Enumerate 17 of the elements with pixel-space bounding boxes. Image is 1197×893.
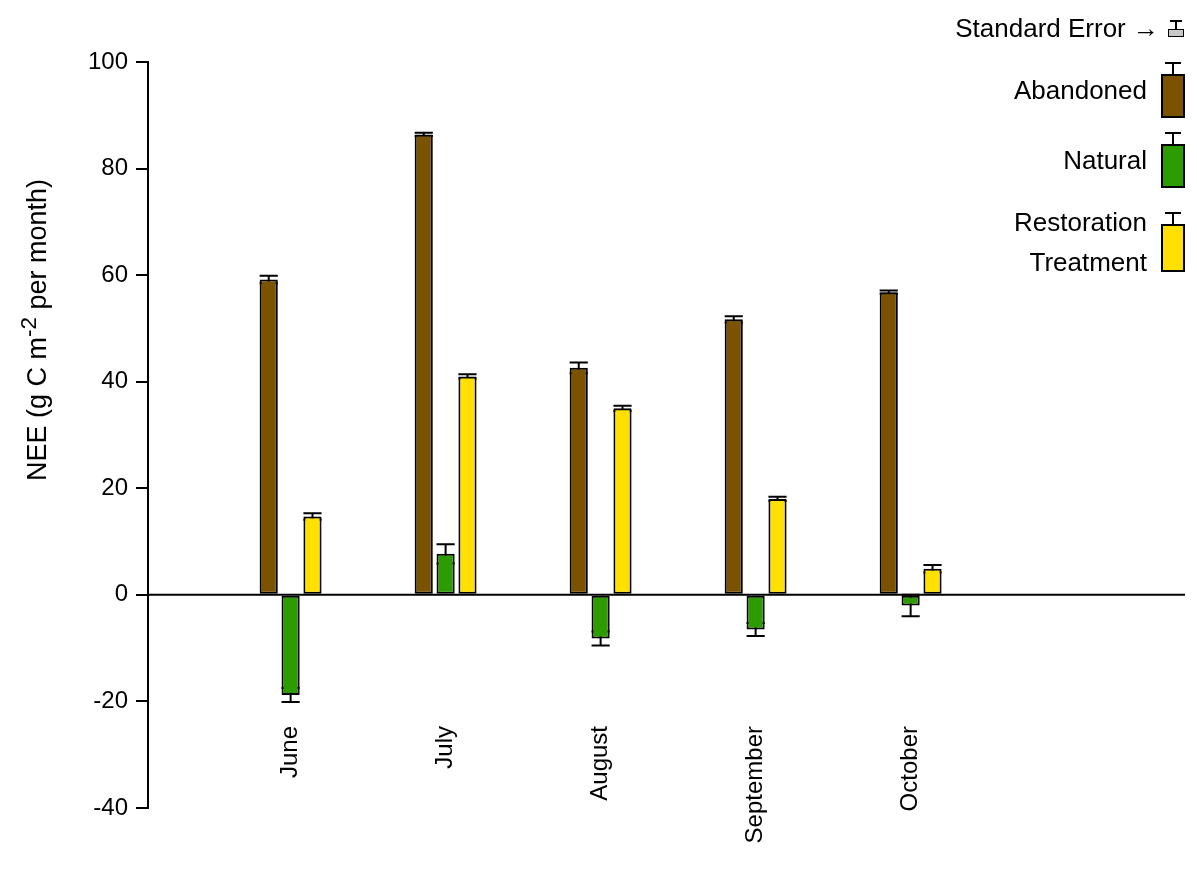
text: Standard Error →	[955, 12, 1159, 45]
y-tick-label: 0	[114, 579, 128, 607]
legend-label: Abandoned	[1013, 74, 1147, 107]
legend-label: Restoration Treatment	[1013, 206, 1147, 279]
y-tick-label: 20	[101, 472, 128, 500]
y-tick-label: 60	[101, 259, 128, 287]
x-tick-label: August	[585, 725, 613, 801]
x-tick-label: July	[430, 726, 458, 769]
y-tick-label: 40	[101, 366, 128, 394]
y-tick-label: 80	[101, 153, 128, 181]
x-tick-label: October	[895, 726, 923, 812]
x-tick-label: September	[740, 726, 768, 844]
y-tick-label: 100	[87, 46, 128, 74]
x-tick-label: June	[275, 726, 303, 779]
legend-label: Natural	[1063, 144, 1147, 177]
y-tick-label: -20	[93, 686, 128, 714]
y-tick-label: -40	[93, 792, 128, 820]
